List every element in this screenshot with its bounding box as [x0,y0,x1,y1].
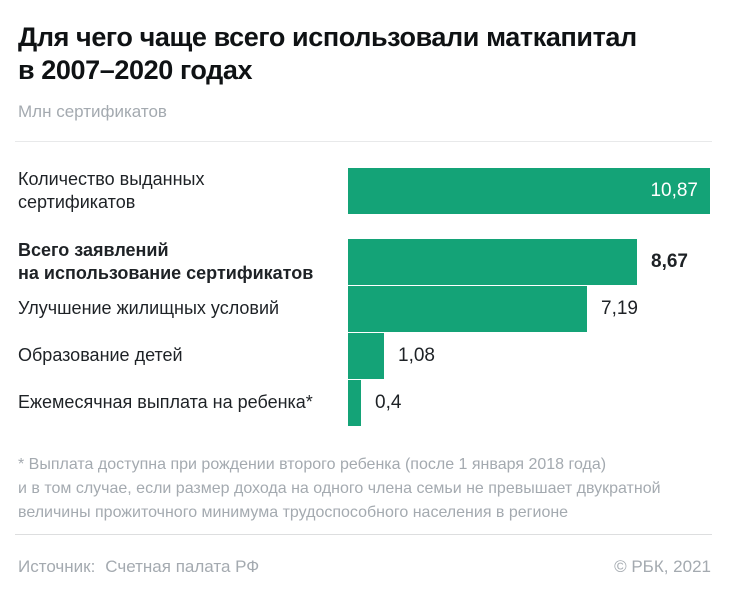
chart-row-issued-certificates: Количество выданных сертификатов 10,87 [0,167,729,214]
chart-row-total-applications: Всего заявлений на использование сертифи… [0,238,729,285]
footer: Источник: Счетная палата РФ © РБК, 2021 [0,535,729,577]
bar-track: 0,4 [348,379,729,426]
bar-monthly-payment [348,379,361,426]
footer-divider [15,534,712,535]
bar-education [348,332,384,379]
bar-value-label: 8,67 [651,250,688,272]
bar-category-label: Улучшение жилищных условий [18,298,280,318]
bar-value-label: 7,19 [601,297,638,319]
page-title: Для чего чаще всего использовали маткапи… [18,22,637,85]
bar-value-label: 1,08 [398,344,435,366]
bar-category-label: Всего заявлений на использование сертифи… [18,239,314,283]
copyright: © РБК, 2021 [614,557,711,576]
bar-value-label: 10,87 [650,179,698,201]
chart-row-education: Образование детей 1,08 [0,332,729,379]
footnote: * Выплата доступна при рождении второго … [18,456,661,521]
bar-chart: Количество выданных сертификатов 10,87 В… [0,167,729,426]
source-credit: Источник: Счетная палата РФ [18,557,259,577]
chart-unit-label: Млн сертификатов [18,102,167,121]
bar-category-label: Ежемесячная выплата на ребенка* [18,392,313,412]
bar-track: 1,08 [348,332,729,379]
chart-row-monthly-payment: Ежемесячная выплата на ребенка* 0,4 [0,379,729,426]
bar-issued-certificates: 10,87 [348,167,710,214]
bar-value-label: 0,4 [375,391,402,413]
bar-category-label: Количество выданных сертификатов [18,168,205,212]
source-value: Счетная палата РФ [105,557,260,576]
bar-total-applications [348,238,637,285]
header-divider [15,141,712,142]
chart-row-housing: Улучшение жилищных условий 7,19 [0,285,729,332]
bar-housing [348,285,587,332]
bar-track: 8,67 [348,238,729,285]
bar-category-label: Образование детей [18,345,183,365]
bar-track: 7,19 [348,285,729,332]
bar-track: 10,87 [348,167,729,214]
source-label: Источник: [18,557,96,576]
